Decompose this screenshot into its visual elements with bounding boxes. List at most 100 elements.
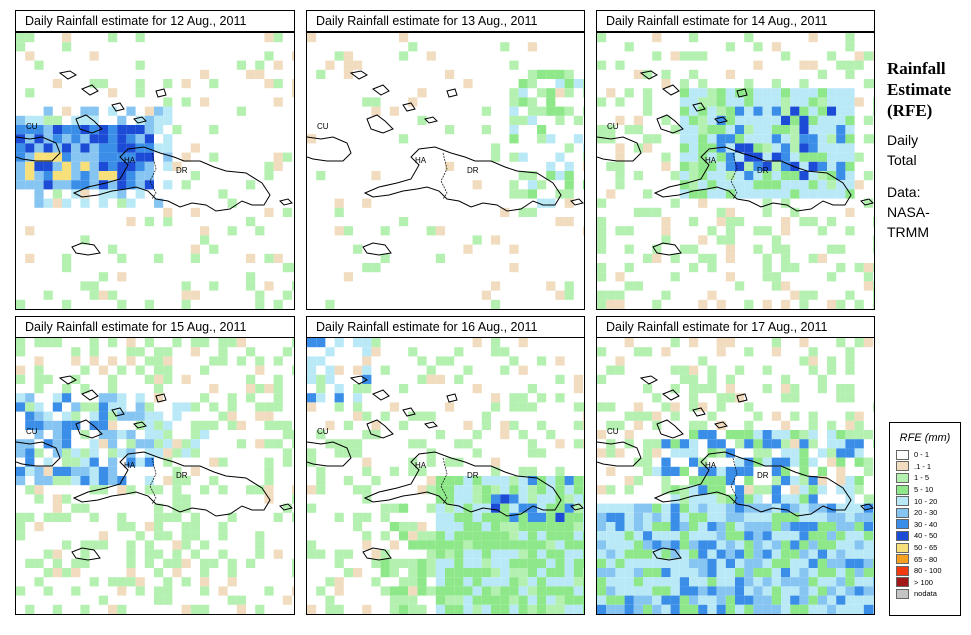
rainfall-cell <box>25 115 35 125</box>
rainfall-cell <box>817 466 827 476</box>
rainfall-cell <box>518 79 528 89</box>
rainfall-cell <box>537 420 547 430</box>
rainfall-cell <box>209 558 219 568</box>
rainfall-cell <box>597 531 607 541</box>
rainfall-cell <box>154 115 164 125</box>
rainfall-cell <box>334 586 344 596</box>
rainfall-cell <box>707 161 717 171</box>
rainfall-cell <box>725 42 735 52</box>
rainfall-cell <box>62 171 72 181</box>
rainfall-cell <box>827 272 837 282</box>
side-daily: Daily <box>887 132 919 148</box>
rainfall-cell <box>218 411 228 421</box>
rainfall-cell <box>255 604 265 614</box>
rainfall-cell <box>362 97 372 107</box>
rainfall-cell <box>643 97 653 107</box>
rainfall-cell <box>343 69 353 79</box>
rainfall-cell <box>43 115 53 125</box>
rainfall-cell <box>246 180 256 190</box>
rainfall-cell <box>679 97 689 107</box>
rainfall-cell <box>762 143 772 153</box>
rainfall-cell <box>546 595 556 605</box>
rainfall-cell <box>652 299 662 309</box>
rainfall-cell <box>679 51 689 61</box>
rainfall-cell <box>689 189 699 199</box>
rainfall-cell <box>863 531 873 541</box>
rainfall-cell <box>583 586 584 596</box>
rainfall-cell <box>255 299 265 309</box>
rainfall-cell <box>43 420 53 430</box>
rainfall-cell <box>716 106 726 116</box>
rainfall-cell <box>781 374 791 384</box>
rainfall-cell <box>716 338 726 348</box>
rainfall-cell <box>445 558 455 568</box>
rainfall-cell <box>624 281 634 291</box>
rainfall-cell <box>537 69 547 79</box>
rainfall-cell <box>527 485 537 495</box>
rainfall-cell <box>583 540 584 550</box>
rainfall-cell <box>445 595 455 605</box>
rainfall-cell <box>735 485 745 495</box>
rainfall-cell <box>408 42 418 52</box>
rainfall-cell <box>707 466 717 476</box>
rainfall-cell <box>652 522 662 532</box>
rainfall-cell <box>518 549 528 559</box>
rainfall-cell <box>597 97 607 107</box>
rainfall-cell <box>527 558 537 568</box>
rainfall-cell <box>500 503 510 513</box>
rainfall-cell <box>689 263 699 273</box>
rainfall-cell <box>744 299 754 309</box>
rainfall-cell <box>771 604 781 614</box>
rainfall-cell <box>163 161 173 171</box>
rainfall-cell <box>200 235 210 245</box>
rainfall-cell <box>34 189 44 199</box>
rainfall-cell <box>292 281 294 291</box>
rainfall-cell <box>537 512 547 522</box>
rainfall-cell <box>399 577 409 587</box>
rainfall-cell <box>845 549 855 559</box>
rainfall-cell <box>744 485 754 495</box>
rainfall-cell <box>334 448 344 458</box>
rainfall-cell <box>583 512 584 522</box>
rainfall-cell <box>555 558 565 568</box>
rainfall-cell <box>808 171 818 181</box>
rainfall-cell <box>43 568 53 578</box>
rainfall-cell <box>836 161 846 171</box>
rainfall-cell <box>334 577 344 587</box>
rainfall-cell <box>836 244 846 254</box>
border-path <box>730 457 738 505</box>
rainfall-cell <box>781 253 791 263</box>
rainfall-cell <box>509 577 519 587</box>
rainfall-cell <box>744 577 754 587</box>
rainfall-cell <box>661 439 671 449</box>
rainfall-cell <box>472 503 482 513</box>
rainfall-cell <box>564 494 574 504</box>
rainfall-cell <box>264 457 274 467</box>
rainfall-cell <box>597 402 607 412</box>
rainfall-cell <box>707 171 717 181</box>
rainfall-cell <box>334 207 344 217</box>
legend-label: > 100 <box>914 577 933 587</box>
rainfall-cell <box>445 485 455 495</box>
rainfall-cell <box>43 439 53 449</box>
rainfall-cell <box>362 411 372 421</box>
coastline <box>307 70 584 256</box>
legend-swatch <box>896 449 909 460</box>
rainfall-cell <box>445 503 455 513</box>
rainfall-cell <box>292 79 294 89</box>
rainfall-cell <box>246 253 256 263</box>
rainfall-cell <box>126 356 136 366</box>
rainfall-cell <box>698 522 708 532</box>
rainfall-cell <box>781 161 791 171</box>
rainfall-cell <box>481 558 491 568</box>
rainfall-cell <box>117 485 127 495</box>
rainfall-cell <box>679 466 689 476</box>
rainfall-cell <box>615 503 625 513</box>
rainfall-cell <box>408 439 418 449</box>
rainfall-cell <box>25 448 35 458</box>
rainfall-cell <box>463 531 473 541</box>
rainfall-cell <box>707 604 717 614</box>
rainfall-cell <box>236 338 246 348</box>
rainfall-cell <box>781 106 791 116</box>
rainfall-cell <box>564 485 574 495</box>
